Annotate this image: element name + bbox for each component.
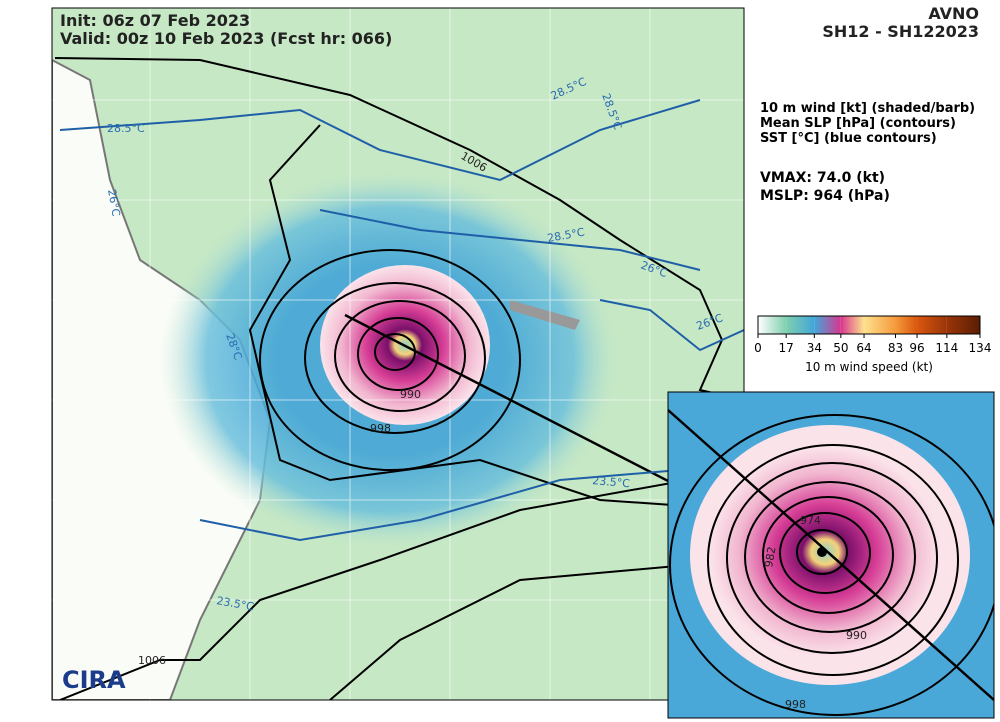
mslp: MSLP: 964 (hPa) [760,188,890,204]
colorbar-segment [786,316,815,334]
inset-slp-label: 974 [800,514,821,527]
colorbar-segment [917,316,947,334]
vmax: VMAX: 74.0 (kt) [760,170,885,186]
colorbar-segment [840,316,865,334]
legend-line: 10 m wind [kt] (shaded/barb) [760,101,975,116]
legend-line: SST [°C] (blue contours) [760,131,937,146]
model: AVNO [928,4,979,23]
map-frame [51,7,745,701]
colorbar-segment [864,316,896,334]
colorbar-tick-label: 83 [888,341,903,355]
colorbar-tick-label: 114 [935,341,958,355]
colorbar-tick-label: 64 [856,341,871,355]
main-map: 1006 990 998 1006 28.5°C 28.5°C 28.5°C 2… [52,8,744,700]
colorbar-tick-label: 96 [909,341,924,355]
colorbar-tick-label: 0 [754,341,762,355]
sst-label: 28.5°C [546,226,586,245]
slp-label: 998 [370,422,391,435]
colorbar-tick-label: 50 [833,341,848,355]
storm-id: SH12 - SH122023 [822,22,979,41]
slp-label: 990 [400,388,421,401]
inset-slp-label: 982 [762,546,778,569]
valid-text: Valid: 00z 10 Feb 2023 (Fcst hr: 066) [60,29,392,48]
colorbar-segment [758,316,787,334]
sst-label: 23.5°C [592,474,631,490]
inset-slp-label: 998 [785,698,806,711]
slp-label: 1006 [138,654,166,667]
logo: CIRA [62,666,126,694]
inset-slp-label: 990 [846,629,867,642]
colorbar-label: 10 m wind speed (kt) [805,360,933,374]
sst-label: 28.5°C [107,122,145,135]
legend-line: Mean SLP [hPa] (contours) [760,116,956,131]
init-text: Init: 06z 07 Feb 2023 [60,11,250,30]
colorbar-tick-label: 34 [807,341,822,355]
colorbar-tick-label: 17 [779,341,794,355]
sst-label: 26°C [105,188,123,217]
colorbar: 0 17 34 50 64 83 96 114 134 [754,315,992,355]
colorbar-tick-label: 134 [969,341,992,355]
sst-label: 23.5°C [215,594,255,613]
inset-map: 974 982 990 998 [668,392,994,718]
inset-frame [667,391,995,719]
colorbar-frame [757,315,981,335]
colorbar-segment [814,316,841,334]
colorbar-segment [895,316,918,334]
colorbar-segment [946,316,980,334]
